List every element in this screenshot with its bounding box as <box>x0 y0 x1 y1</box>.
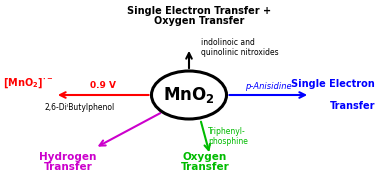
Text: $\mathbf{MnO_2}$: $\mathbf{MnO_2}$ <box>163 85 215 105</box>
Text: p-Anisidine: p-Anisidine <box>245 82 291 91</box>
Text: Transfer: Transfer <box>43 162 92 172</box>
Text: Oxygen Transfer: Oxygen Transfer <box>154 16 244 26</box>
Text: Transfer: Transfer <box>181 162 229 172</box>
Text: indolinoic and
quinolinic nitroxides: indolinoic and quinolinic nitroxides <box>201 38 279 57</box>
Text: Single Electron Transfer +: Single Electron Transfer + <box>127 6 271 16</box>
Text: Transfer: Transfer <box>330 101 375 111</box>
Text: 2,6-DiᴵButylphenol: 2,6-DiᴵButylphenol <box>45 103 115 112</box>
Text: Single Electron: Single Electron <box>291 79 375 89</box>
Text: $\mathbf{[MnO_2]^{\bullet -}}$: $\mathbf{[MnO_2]^{\bullet -}}$ <box>3 76 53 90</box>
Text: Hydrogen: Hydrogen <box>39 152 97 162</box>
Text: Triphenyl-
phosphine: Triphenyl- phosphine <box>208 127 248 146</box>
Text: Oxygen: Oxygen <box>183 152 227 162</box>
Text: 0.9 V: 0.9 V <box>90 81 116 90</box>
